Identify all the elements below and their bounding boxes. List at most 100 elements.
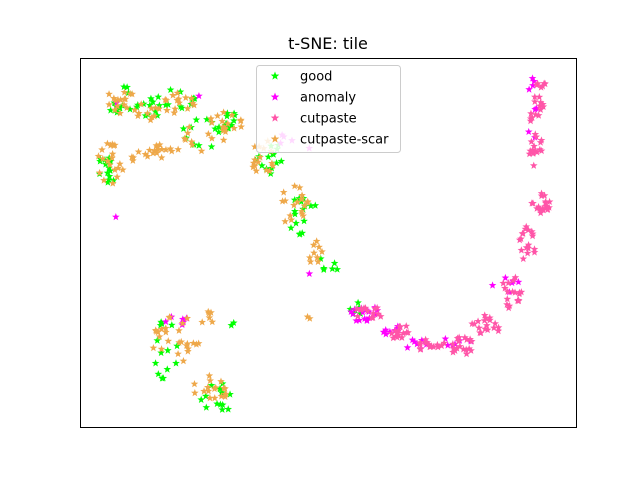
- point-cutpaste-scar-2-17: [94, 152, 103, 160]
- point-cutpaste-9-13: [535, 93, 544, 101]
- point-cutpaste-0-10: [353, 312, 362, 320]
- point-cutpaste-10-4: [537, 83, 545, 91]
- point-cutpaste-4-6: [490, 323, 498, 332]
- point-cutpaste-scar-9-17: [297, 195, 306, 203]
- scatter-points: [94, 74, 554, 413]
- point-cutpaste-scar-13-15: [206, 394, 214, 402]
- point-cutpaste-6-6: [517, 246, 526, 254]
- point-cutpaste-scar-3-4: [145, 146, 154, 154]
- point-cutpaste-scar-1-7: [150, 112, 159, 120]
- point-cutpaste-scar-8-7: [251, 142, 259, 151]
- point-cutpaste-scar-9-9: [278, 197, 287, 205]
- point-anomaly-3-4: [443, 341, 452, 349]
- point-cutpaste-1-12: [387, 329, 396, 337]
- point-cutpaste-1-13: [391, 326, 400, 335]
- point-good-2-10: [106, 157, 115, 165]
- point-good-7-0: [311, 201, 320, 209]
- point-cutpaste-1-0: [402, 322, 411, 330]
- point-cutpaste-5-5: [511, 288, 519, 296]
- point-cutpaste-scar-5-11: [155, 140, 164, 148]
- point-cutpaste-9-2: [531, 92, 539, 101]
- point-cutpaste-scar-8-3: [256, 153, 264, 161]
- point-good-10-7: [224, 405, 233, 413]
- point-cutpaste-5-14: [499, 279, 508, 287]
- point-cutpaste-scar-8-11: [262, 166, 271, 174]
- point-cutpaste-scar-0-11: [105, 90, 113, 98]
- point-cutpaste-scar-11-25: [182, 341, 191, 349]
- point-cutpaste-scar-13-17: [191, 389, 199, 397]
- point-good-9-13: [159, 374, 168, 382]
- point-cutpaste-0-4: [353, 305, 361, 313]
- point-good-0-1: [106, 106, 115, 114]
- point-good-0-9: [126, 105, 134, 113]
- point-cutpaste-9-9: [539, 100, 547, 108]
- point-good-2-7: [101, 155, 109, 164]
- point-cutpaste-8-0: [525, 149, 534, 158]
- point-cutpaste-5-13: [503, 295, 512, 303]
- point-good-4-7: [203, 115, 211, 123]
- point-cutpaste-scar-14-1: [305, 314, 314, 322]
- point-anomaly-6-3: [161, 317, 170, 325]
- point-good-10-1: [217, 388, 226, 396]
- point-cutpaste-scar-4-1: [181, 93, 190, 102]
- point-cutpaste-scar-2-9: [108, 153, 116, 162]
- point-cutpaste-3-17: [455, 333, 463, 341]
- point-cutpaste-scar-4-10: [183, 104, 192, 112]
- point-cutpaste-scar-5-4: [166, 144, 175, 153]
- point-cutpaste-scar-6-9: [204, 130, 213, 138]
- point-good-9-0: [163, 346, 172, 354]
- point-anomaly-4-0: [501, 273, 510, 282]
- point-good-7-11: [307, 201, 315, 210]
- point-good-10-8: [216, 400, 225, 408]
- point-good-1-6: [151, 107, 160, 116]
- point-good-5-0: [215, 123, 223, 131]
- point-good-2-4: [103, 168, 112, 177]
- point-cutpaste-scar-13-5: [200, 387, 208, 395]
- point-good-6-6: [264, 153, 273, 161]
- point-cutpaste-3-0: [449, 340, 457, 348]
- point-cutpaste-scar-5-8: [152, 141, 161, 149]
- point-cutpaste-6-12: [528, 229, 537, 238]
- point-cutpaste-scar-2-0: [103, 157, 112, 165]
- point-cutpaste-8-8: [536, 138, 545, 146]
- legend-label-cutpaste-scar: cutpaste-scar: [300, 133, 389, 148]
- point-cutpaste-scar-4-9: [175, 98, 184, 107]
- point-cutpaste-scar-9-10: [286, 211, 294, 219]
- point-cutpaste-scar-8-8: [249, 159, 258, 167]
- point-cutpaste-scar-4-0: [174, 94, 183, 103]
- point-cutpaste-scar-3-5: [129, 156, 137, 164]
- point-cutpaste-4-7: [481, 325, 489, 333]
- point-cutpaste-scar-4-14: [155, 104, 163, 113]
- point-good-10-10: [216, 384, 224, 393]
- legend-label-cutpaste: cutpaste: [300, 112, 357, 127]
- point-good-12-0: [229, 318, 238, 327]
- point-cutpaste-scar-9-11: [293, 198, 302, 206]
- point-anomaly-1-4: [386, 327, 394, 336]
- point-cutpaste-scar-13-13: [206, 376, 214, 384]
- point-good-6-1: [277, 157, 286, 165]
- point-cutpaste-scar-6-10: [207, 114, 215, 122]
- point-good-5-8: [224, 124, 233, 132]
- point-anomaly-5-0: [524, 127, 533, 136]
- point-good-2-9: [105, 163, 113, 172]
- point-cutpaste-10-3: [533, 81, 541, 89]
- point-cutpaste-5-15: [514, 296, 523, 304]
- point-cutpaste-scar-3-7: [141, 150, 150, 158]
- point-cutpaste-scar-0-9: [120, 95, 129, 103]
- point-cutpaste-scar-2-6: [98, 145, 106, 153]
- point-cutpaste-6-8: [517, 234, 525, 243]
- point-good-3-2: [155, 101, 164, 109]
- point-cutpaste-3-13: [459, 345, 468, 353]
- point-good-7-10: [300, 217, 308, 225]
- point-cutpaste-8-7: [531, 130, 540, 138]
- point-anomaly-0-8: [348, 310, 357, 318]
- point-good-0-4: [113, 108, 121, 116]
- point-good-9-9: [157, 348, 165, 357]
- point-cutpaste-scar-11-22: [183, 314, 192, 322]
- point-cutpaste-4-5: [486, 313, 494, 322]
- point-cutpaste-0-12: [373, 303, 381, 312]
- point-cutpaste-7-15: [539, 206, 547, 214]
- point-cutpaste-scar-2-14: [108, 179, 117, 187]
- point-cutpaste-scar-11-13: [164, 337, 173, 345]
- point-cutpaste-scar-13-12: [204, 387, 213, 395]
